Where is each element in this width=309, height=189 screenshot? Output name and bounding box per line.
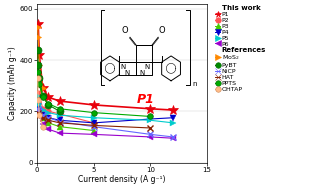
X-axis label: Current density (A g⁻¹): Current density (A g⁻¹): [78, 175, 166, 184]
Text: N: N: [139, 70, 145, 76]
Text: N: N: [125, 70, 130, 76]
Text: P1: P1: [136, 93, 154, 106]
Text: n: n: [192, 81, 197, 87]
Text: O: O: [122, 26, 129, 35]
Legend: This work, P1, P2, P3, P4, P5, P6, References, MoS$_2$, PyBT, NiCP, HAT, PPTS, O: This work, P1, P2, P3, P4, P5, P6, Refer…: [215, 5, 266, 92]
Y-axis label: Capacity (mAh g⁻¹): Capacity (mAh g⁻¹): [8, 46, 17, 120]
Text: O: O: [158, 26, 165, 35]
Text: N: N: [144, 64, 149, 70]
Text: N: N: [120, 64, 125, 70]
